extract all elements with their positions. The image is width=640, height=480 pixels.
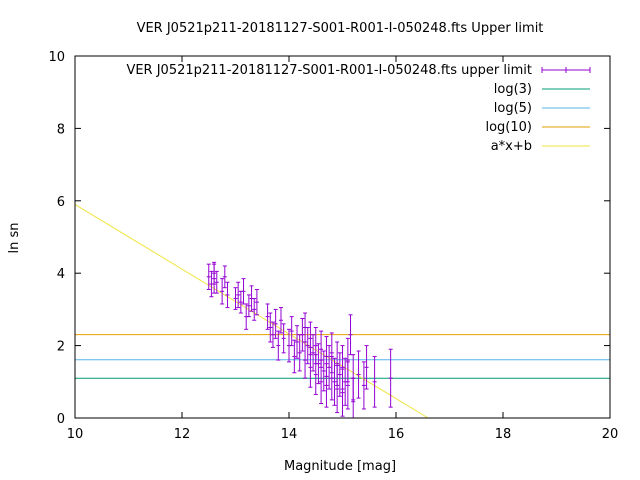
data-point — [348, 314, 353, 356]
legend-label: log(5) — [494, 101, 532, 116]
y-tick-label: 6 — [57, 195, 65, 210]
y-tick-label: 8 — [57, 122, 65, 137]
data-point — [268, 312, 273, 343]
legend-label: log(3) — [494, 82, 532, 97]
data-point — [214, 270, 219, 294]
data-point — [244, 303, 249, 330]
data-point — [246, 294, 251, 318]
data-point — [278, 307, 283, 334]
data-point — [327, 345, 332, 390]
data-point — [212, 261, 217, 285]
data-point — [311, 334, 316, 372]
plot-area — [74, 55, 611, 419]
data-point — [265, 303, 270, 330]
x-axis-label: Magnitude [mag] — [284, 459, 396, 474]
data-point — [254, 288, 259, 316]
chart-title: VER J0521p211-20181127-S001-R001-I-05024… — [137, 21, 544, 36]
data-point — [225, 281, 230, 309]
data-point — [273, 308, 278, 339]
data-point — [206, 263, 211, 290]
data-point — [313, 327, 318, 365]
y-axis-label: ln sn — [7, 223, 22, 254]
data-point — [281, 323, 286, 354]
data-point — [335, 365, 340, 414]
data-point — [321, 350, 326, 392]
legend: VER J0521p211-20181127-S001-R001-I-05024… — [126, 63, 591, 154]
data-point — [222, 265, 227, 289]
data-point — [297, 334, 302, 372]
data-point — [220, 278, 225, 305]
data-point — [238, 290, 243, 314]
data-point — [364, 345, 369, 390]
legend-label: VER J0521p211-20181127-S001-R001-I-05024… — [126, 63, 532, 78]
y-axis: 0 2 4 6 8 10 — [48, 50, 610, 427]
data-point — [329, 332, 334, 374]
data-point — [361, 361, 366, 410]
data-point — [236, 281, 241, 309]
x-tick-label: 12 — [174, 427, 191, 442]
data-point — [300, 317, 305, 352]
data-point — [270, 321, 275, 348]
x-axis: 10 12 14 16 18 20 — [67, 56, 619, 442]
x-tick-label: 18 — [495, 427, 512, 442]
data-point — [305, 327, 310, 365]
x-tick-label: 16 — [388, 427, 405, 442]
data-point — [337, 352, 342, 397]
data-point — [308, 321, 313, 356]
x-tick-label: 20 — [602, 427, 619, 442]
data-point — [340, 368, 345, 417]
y-tick-label: 2 — [57, 340, 65, 355]
legend-label: log(10) — [485, 120, 532, 135]
data-point — [295, 325, 300, 359]
data-point — [324, 363, 329, 408]
data-point — [319, 330, 324, 368]
data-point — [233, 287, 238, 310]
y-tick-label: 4 — [57, 267, 65, 282]
plot-frame — [74, 55, 611, 419]
data-point — [316, 343, 321, 385]
data-point — [343, 357, 348, 406]
data-point — [276, 330, 281, 361]
data-point — [292, 339, 297, 374]
data-point — [372, 355, 377, 408]
y-tick-label: 0 — [57, 412, 65, 427]
data-point — [332, 357, 337, 406]
data-point — [388, 348, 393, 408]
y-tick-label: 10 — [48, 50, 65, 65]
x-tick-label: 10 — [67, 427, 84, 442]
data-point — [356, 350, 361, 399]
data-point — [289, 316, 294, 347]
data-point — [252, 298, 257, 321]
data-point — [345, 361, 350, 410]
legend-label: a*x+b — [491, 139, 532, 154]
x-tick-label: 14 — [281, 427, 298, 442]
data-points — [206, 261, 393, 419]
